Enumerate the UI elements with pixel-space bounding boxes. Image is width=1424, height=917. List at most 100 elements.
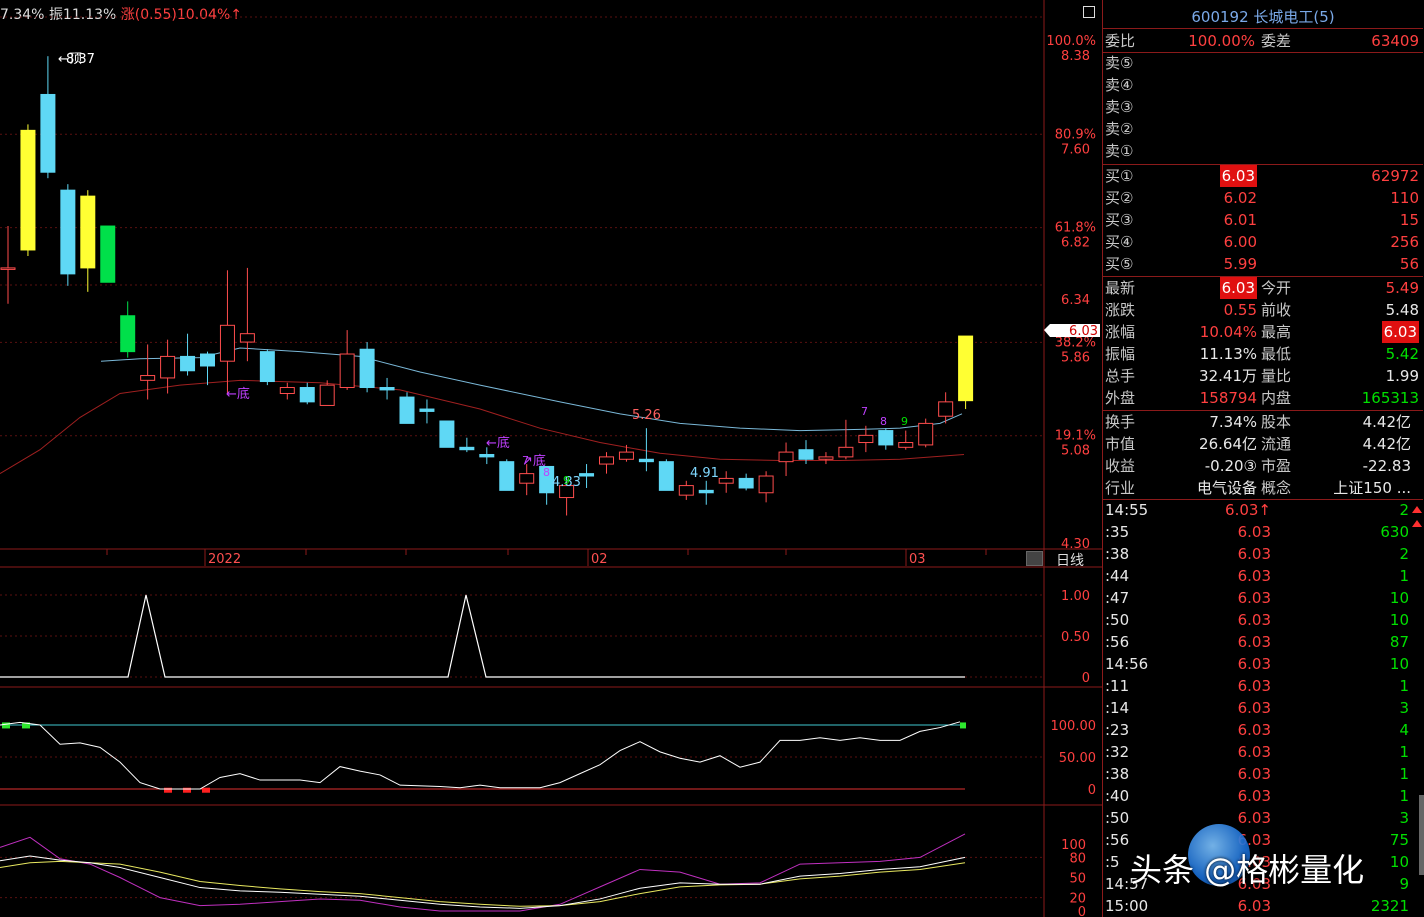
tick-time: :38	[1105, 545, 1130, 563]
scroll-box-icon[interactable]	[1026, 551, 1043, 566]
count-8a: 8	[543, 466, 550, 479]
buy-label: 买④	[1105, 233, 1134, 251]
window-toggle-icon[interactable]	[1083, 6, 1095, 18]
candle	[838, 419, 854, 460]
tick-row: :32 6.03 1	[1103, 741, 1423, 763]
tick-time: :44	[1105, 567, 1130, 585]
buy-price: 6.01	[1223, 211, 1257, 229]
candle	[539, 465, 555, 505]
tick-price: 6.03	[1237, 809, 1271, 827]
candle	[718, 471, 734, 493]
stat-value: 158794	[1199, 389, 1257, 407]
ind3-j-line	[0, 833, 966, 912]
candle	[379, 377, 395, 400]
date-label: 03	[909, 552, 926, 567]
tick-time: :50	[1105, 611, 1130, 629]
tick-volume: 2321	[1370, 897, 1409, 915]
candle	[738, 473, 754, 491]
tick-time: :5	[1105, 853, 1120, 871]
tick-price: 6.03	[1237, 699, 1271, 717]
divider	[1103, 164, 1423, 165]
header-turnover: 7.34%	[0, 7, 45, 23]
tick-volume: 3	[1399, 699, 1409, 717]
weibi-label: 委比	[1105, 32, 1136, 50]
candle	[399, 392, 415, 424]
buy-price: 6.02	[1223, 189, 1257, 207]
stat-row: 换手 7.34% 股本 4.42亿	[1103, 411, 1423, 433]
tick-row: :11 6.03 1	[1103, 675, 1423, 697]
chart-svg[interactable]: 100.0%8.38 80.9%7.60 61.8%6.82 6.34 38.2%5.8…	[0, 0, 1102, 917]
ind2-oversold-bar	[183, 787, 191, 793]
candle	[459, 437, 475, 453]
tick-price: 6.03↑	[1225, 501, 1271, 519]
tick-time: :50	[1105, 809, 1130, 827]
buy-volume: 56	[1399, 255, 1419, 273]
scroll-up-icon-2[interactable]	[1412, 520, 1422, 527]
candle	[439, 420, 455, 448]
sell-label: 卖②	[1105, 120, 1134, 138]
scroll-up-icon[interactable]	[1412, 506, 1422, 513]
ind3-axis-label: 50	[1069, 872, 1086, 887]
candle	[638, 428, 654, 472]
indicator-panel-1: 1.00 0.50 0	[0, 589, 1090, 686]
sell-label: 卖③	[1105, 98, 1134, 116]
candle	[319, 380, 335, 406]
period-label[interactable]: 日线	[1056, 553, 1084, 569]
stat-value: 11.13%	[1199, 345, 1257, 363]
tick-volume: 10	[1389, 589, 1409, 607]
stat-row: 行业 电气设备 概念 上证150 ...	[1103, 477, 1423, 499]
candle	[938, 392, 954, 424]
candle	[918, 418, 934, 448]
tick-volume: 1	[1399, 743, 1409, 761]
weicha-value: 63409	[1371, 32, 1419, 50]
buy-volume: 256	[1390, 233, 1419, 251]
tick-time: 14:55	[1105, 501, 1149, 519]
axis-price-label: 5.86	[1061, 350, 1090, 365]
stat-row: 涨幅 10.04% 最高 6.03	[1103, 321, 1423, 343]
chart-area[interactable]: 7.34% 振11.13% 涨(0.55)10.04%↑ 100.0% 8.38 8…	[0, 0, 1102, 917]
header-amplitude: 振11.13%	[48, 7, 117, 23]
axis-price-label: 5.08	[1061, 444, 1090, 459]
tick-time: :56	[1105, 633, 1130, 651]
candle	[279, 382, 295, 400]
stat-row: 总手 32.41万 量比 1.99	[1103, 365, 1423, 387]
candle	[758, 471, 774, 503]
candle	[958, 335, 974, 410]
high-price-label: 8.37	[66, 52, 95, 67]
current-price-tag: 6.03	[1044, 324, 1100, 339]
ind1-line	[0, 594, 965, 678]
tick-price: 6.03	[1237, 743, 1271, 761]
tick-price: 6.03	[1237, 897, 1271, 915]
stat-label: 换手	[1105, 413, 1136, 431]
tick-row: :23 6.03 4	[1103, 719, 1423, 741]
tick-row: 14:56 6.03 10	[1103, 653, 1423, 675]
tick-row: 14:57 6.03 9	[1103, 873, 1423, 895]
stock-title: 600192 长城电工(5)	[1191, 8, 1335, 26]
tick-row: :14 6.03 3	[1103, 697, 1423, 719]
stat-label: 外盘	[1105, 389, 1136, 407]
axis-price-label: 6.34	[1061, 293, 1090, 308]
stat-value: 4.42亿	[1362, 435, 1411, 453]
tick-row: :38 6.03 2	[1103, 543, 1423, 565]
stat-value: -22.83	[1362, 457, 1411, 475]
tick-time: :23	[1105, 721, 1130, 739]
bottom-marker-2: ←底	[486, 435, 510, 451]
tick-volume: 1	[1399, 677, 1409, 695]
ind1-axis-label: 1.00	[1061, 589, 1090, 604]
tick-price: 6.03	[1237, 523, 1271, 541]
tick-price: 6.03	[1237, 655, 1271, 673]
stat-label: 最低	[1261, 345, 1292, 363]
stat-label: 振幅	[1105, 345, 1136, 363]
scrollbar-thumb[interactable]	[1419, 795, 1424, 875]
top-marker: ←顶	[58, 52, 82, 67]
low-price-label: 4.83	[552, 475, 581, 490]
sell-label: 卖⑤	[1105, 54, 1134, 72]
stat-label: 股本	[1261, 413, 1292, 431]
stat-label: 收益	[1105, 457, 1136, 475]
divider	[1103, 276, 1423, 277]
candle	[40, 56, 56, 179]
divider	[1103, 28, 1423, 29]
tick-volume: 4	[1399, 721, 1409, 739]
date-label: 02	[591, 552, 608, 567]
candle	[359, 342, 375, 393]
